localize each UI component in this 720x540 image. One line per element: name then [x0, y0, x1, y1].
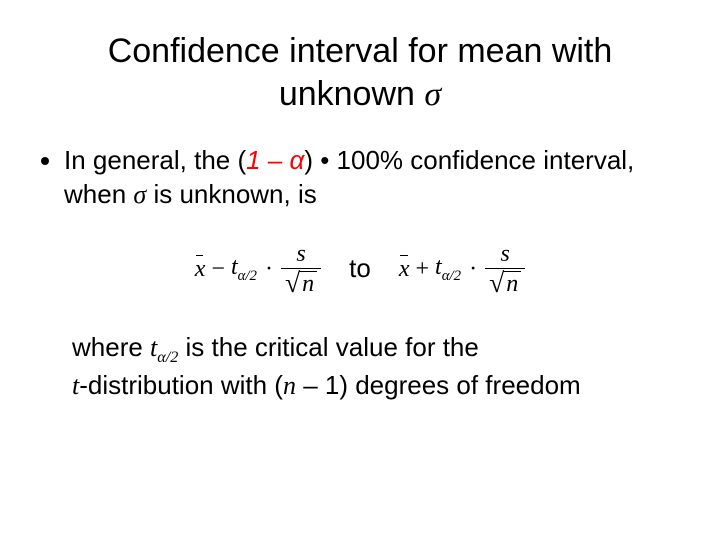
radical-sign-2: √ — [489, 271, 504, 296]
follow-p1b: is the critical value for the — [178, 332, 479, 362]
n-letter: n — [283, 371, 296, 400]
sigma-inline: σ — [133, 180, 146, 209]
slide-body: In general, the (1 – α) • 100% confidenc… — [40, 144, 680, 403]
bullet-list: In general, the (1 – α) • 100% confidenc… — [40, 144, 680, 212]
followup-text: where tα/2 is the critical value for the… — [40, 331, 680, 403]
one-minus-alpha: 1 – α — [246, 145, 304, 175]
numerator-1: s — [292, 242, 309, 268]
t-symbol-2: tα/2 — [435, 252, 461, 286]
follow-p1a: where — [72, 332, 150, 362]
to-word: to — [349, 252, 371, 286]
denominator-1: √ n — [281, 268, 321, 297]
bullet-text-1: In general, the ( — [64, 145, 246, 175]
title-line-2-prefix: unknown — [279, 75, 425, 113]
fraction-2: s √ n — [485, 242, 525, 297]
title-sigma: σ — [424, 76, 441, 113]
x-bar-2: x — [399, 254, 410, 285]
title-line-1: Confidence interval for mean with — [108, 32, 613, 70]
slide-container: { "title": { "line1": "Confidence interv… — [0, 0, 720, 540]
denominator-2: √ n — [485, 268, 525, 297]
follow-p2b: -distribution with ( — [79, 370, 283, 400]
formula-lower: x − tα/2 · s √ n — [195, 242, 321, 297]
x-bar-1: x — [195, 254, 206, 285]
t-letter-2: t — [435, 254, 442, 280]
t-critical: tα/2 — [150, 333, 178, 362]
formula-upper: x + tα/2 · s √ n — [399, 242, 525, 297]
t-letter-1: t — [231, 254, 238, 280]
t-sub-3: α/2 — [157, 349, 178, 366]
numerator-2: s — [497, 242, 514, 268]
bullet-text-3: is unknown, is — [146, 179, 317, 209]
t-symbol-1: tα/2 — [231, 252, 257, 286]
formula-row: x − tα/2 · s √ n to x + tα — [40, 242, 680, 297]
cdot-1: · — [263, 254, 275, 285]
plus-sign: + — [416, 254, 430, 285]
radicand-1: n — [299, 271, 317, 296]
bullet-item: In general, the (1 – α) • 100% confidenc… — [64, 144, 680, 212]
sqrt-1: √ n — [285, 271, 317, 296]
radical-sign-1: √ — [285, 271, 300, 296]
minus-sign: − — [211, 254, 225, 285]
t-subscript-2: α/2 — [442, 268, 461, 284]
radicand-2: n — [503, 271, 521, 296]
fraction-1: s √ n — [281, 242, 321, 297]
sqrt-2: √ n — [489, 271, 521, 296]
follow-p2c: – 1) degrees of freedom — [296, 370, 581, 400]
slide-title: Confidence interval for mean with unknow… — [40, 30, 680, 116]
cdot-2: · — [467, 254, 479, 285]
t-subscript-1: α/2 — [238, 268, 257, 284]
